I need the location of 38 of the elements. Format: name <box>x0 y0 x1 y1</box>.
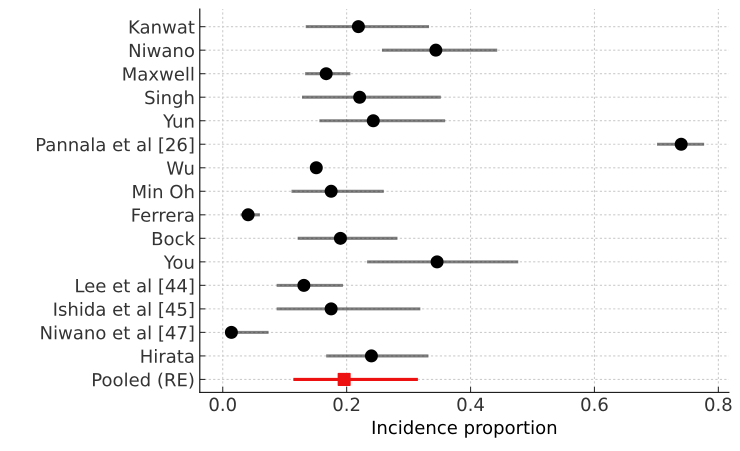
y-tick-label: You <box>164 256 194 269</box>
y-tick-label: Niwano et al [47] <box>41 326 194 342</box>
y-tick-label: Bock <box>152 231 195 246</box>
point <box>429 44 442 57</box>
point <box>242 208 255 222</box>
point <box>364 349 378 362</box>
y-tick-label: Pannala et al [26] <box>36 137 194 154</box>
point <box>324 184 338 198</box>
point <box>224 326 238 339</box>
x-tick-label: 0.2 <box>333 398 360 412</box>
point <box>430 255 444 268</box>
x-tick-label: 0.4 <box>457 398 484 412</box>
y-tick-label: Lee et al [44] <box>76 278 194 295</box>
point <box>366 114 380 128</box>
y-tick-label: Wu <box>166 161 194 175</box>
y-tick-label: Pooled (RE) <box>93 372 194 389</box>
y-tick-label: Hirata <box>141 349 194 364</box>
point <box>338 372 351 386</box>
point <box>352 20 365 34</box>
y-tick-label: Ishida et al [45] <box>54 302 194 318</box>
y-tick-label: Yun <box>163 114 194 128</box>
x-axis-title: Incidence proportion <box>372 420 556 438</box>
y-tick-label: Ferrera <box>132 208 194 222</box>
y-tick-label: Kanwat <box>130 20 195 34</box>
x-tick-label: 0.6 <box>581 398 608 412</box>
point <box>674 138 688 151</box>
point <box>310 161 323 174</box>
y-tick-label: Min Oh <box>133 184 194 198</box>
point <box>320 67 333 80</box>
point <box>297 278 310 292</box>
y-tick-label: Niwano <box>130 43 194 58</box>
x-tick-label: 0.0 <box>210 398 236 412</box>
point <box>353 90 366 104</box>
x-tick-label: 0.8 <box>705 398 732 412</box>
point <box>324 302 338 316</box>
y-tick-label: Maxwell <box>123 66 194 81</box>
y-tick-label: Singh <box>145 90 194 108</box>
point <box>334 232 347 245</box>
